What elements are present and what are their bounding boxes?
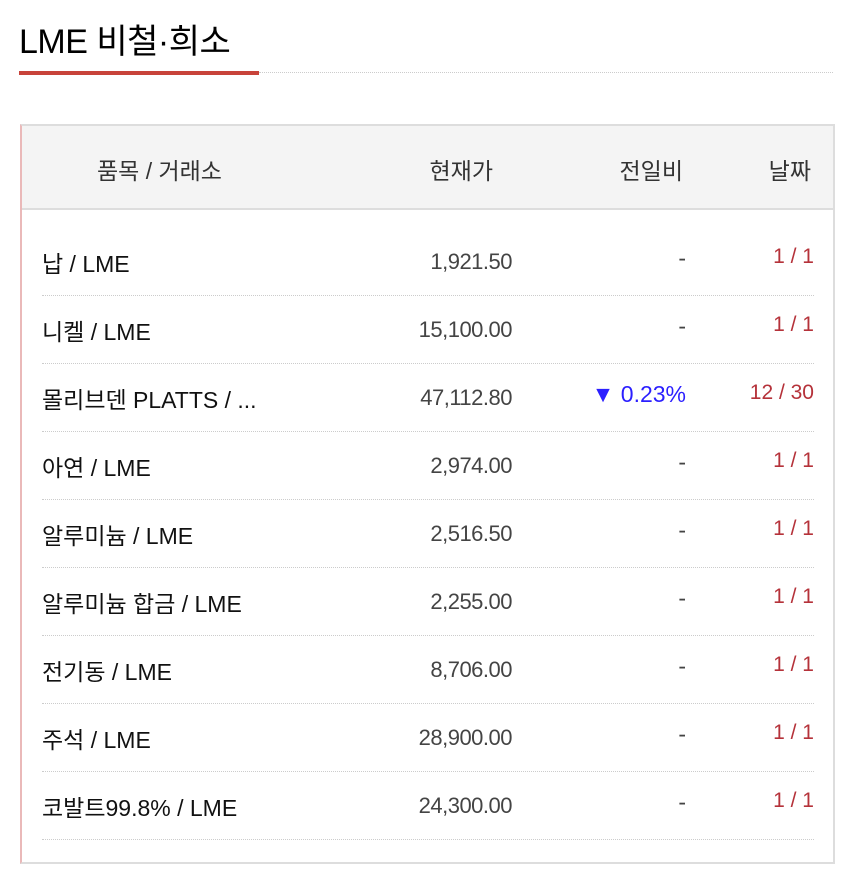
change-value: - xyxy=(678,245,686,271)
date: 1 / 1 xyxy=(773,245,814,268)
change-value: - xyxy=(678,585,686,611)
change-value: - xyxy=(678,449,686,475)
divider xyxy=(259,72,833,73)
item-name-link[interactable]: 알루미늄 / LME xyxy=(42,523,194,549)
current-price: 1,921.50 xyxy=(430,249,512,274)
change-value: - xyxy=(678,313,686,339)
change-value: - xyxy=(678,517,686,543)
date: 1 / 1 xyxy=(773,517,814,540)
table-row[interactable]: 주석 / LME 28,900.00 - 1 / 1 xyxy=(42,703,814,772)
change-value: - xyxy=(678,721,686,747)
table-row[interactable]: 니켈 / LME 15,100.00 - 1 / 1 xyxy=(42,295,814,364)
date: 1 / 1 xyxy=(773,653,814,676)
table-row[interactable]: 알루미늄 합금 / LME 2,255.00 - 1 / 1 xyxy=(42,567,814,636)
title-underline xyxy=(19,71,259,75)
item-name-link[interactable]: 주석 / LME xyxy=(42,727,151,753)
current-price: 47,112.80 xyxy=(420,385,512,410)
current-price: 8,706.00 xyxy=(430,657,512,682)
current-price: 15,100.00 xyxy=(418,317,513,342)
date: 1 / 1 xyxy=(773,789,814,812)
change-value: ▼ 0.23% xyxy=(591,381,686,407)
date: 1 / 1 xyxy=(773,449,814,472)
current-price: 24,300.00 xyxy=(418,793,513,818)
table-header: 품목 / 거래소 현재가 전일비 날짜 xyxy=(22,126,833,210)
date: 1 / 1 xyxy=(773,313,814,336)
date: 1 / 1 xyxy=(773,585,814,608)
table-row[interactable]: 알루미늄 / LME 2,516.50 - 1 / 1 xyxy=(42,499,814,568)
table-row[interactable]: 전기동 / LME 8,706.00 - 1 / 1 xyxy=(42,635,814,704)
change-value: - xyxy=(678,653,686,679)
header-date: 날짜 xyxy=(768,158,811,184)
item-name-link[interactable]: 납 / LME xyxy=(42,251,130,277)
page-title: LME 비철·희소 xyxy=(19,23,231,61)
current-price: 28,900.00 xyxy=(418,725,513,750)
current-price: 2,974.00 xyxy=(430,453,512,478)
current-price: 2,516.50 xyxy=(430,521,512,546)
table-row[interactable]: 납 / LME 1,921.50 - 1 / 1 xyxy=(42,227,814,296)
item-name-link[interactable]: 알루미늄 합금 / LME xyxy=(42,591,242,617)
item-name-link[interactable]: 아연 / LME xyxy=(42,455,151,481)
table-row[interactable]: 아연 / LME 2,974.00 - 1 / 1 xyxy=(42,431,814,500)
metals-price-table: 품목 / 거래소 현재가 전일비 날짜 납 / LME 1,921.50 - 1 / … xyxy=(20,124,835,864)
date: 1 / 1 xyxy=(773,721,814,744)
table-row[interactable]: 코발트99.8% / LME 24,300.00 - 1 / 1 xyxy=(42,771,814,840)
header-price: 현재가 xyxy=(429,158,493,184)
date: 12 / 30 xyxy=(749,381,814,404)
header-item: 품목 / 거래소 xyxy=(97,158,222,184)
item-name-link[interactable]: 니켈 / LME xyxy=(42,319,151,345)
item-name-link[interactable]: 코발트99.8% / LME xyxy=(42,795,238,821)
item-name-link[interactable]: 몰리브덴 PLATTS / ... xyxy=(42,387,257,413)
current-price: 2,255.00 xyxy=(430,589,512,614)
table-row[interactable]: 몰리브덴 PLATTS / ... 47,112.80 ▼ 0.23% 12 / 30 xyxy=(42,363,814,432)
item-name-link[interactable]: 전기동 / LME xyxy=(42,659,172,685)
header-change: 전일비 xyxy=(619,158,683,184)
change-value: - xyxy=(678,789,686,815)
